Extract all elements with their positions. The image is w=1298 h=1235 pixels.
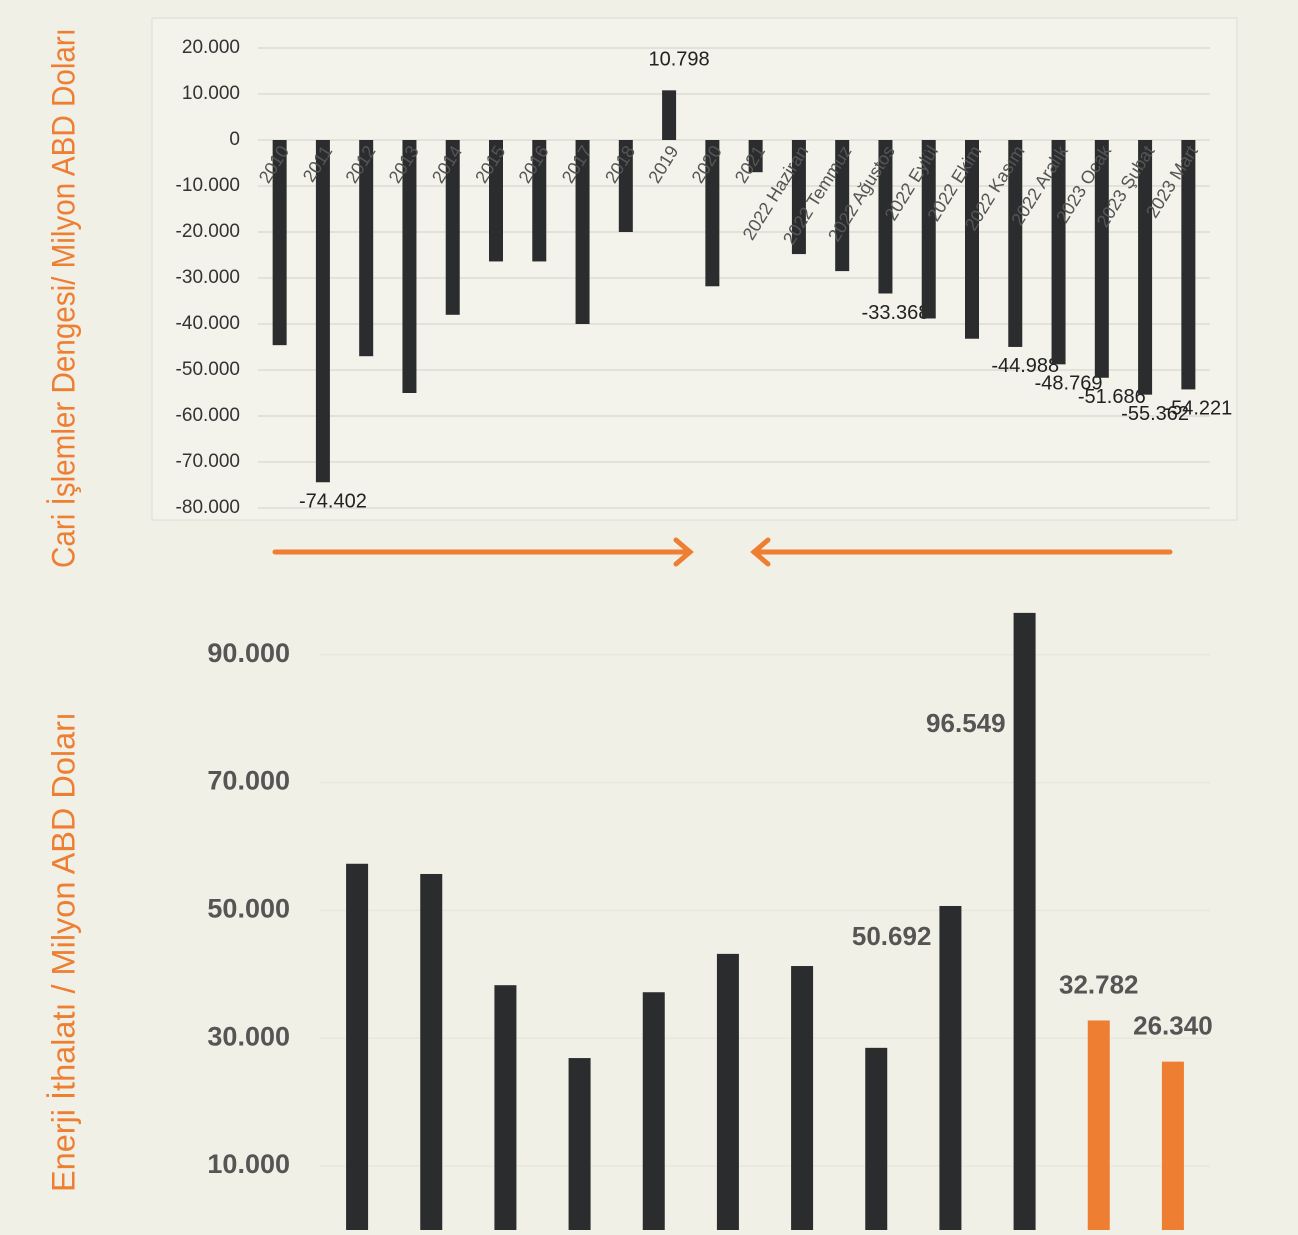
data-label: -74.402 [299, 491, 367, 513]
y-tick-label: 10.000 [182, 83, 240, 104]
arrow-right [272, 537, 694, 567]
bar [1013, 612, 1036, 1230]
y-tick-label: -80.000 [176, 497, 240, 518]
bar [748, 140, 763, 173]
bar [705, 140, 720, 287]
bar [921, 140, 936, 319]
data-label: -55.362 [1121, 403, 1189, 425]
bar [489, 140, 503, 262]
data-label: 26.340 [1133, 1011, 1213, 1041]
bar [420, 873, 443, 1230]
bar [835, 140, 850, 272]
data-label: 96.549 [926, 708, 1006, 738]
y-tick-label: 70.000 [207, 766, 290, 796]
y-tick-label: 20.000 [182, 37, 240, 58]
bar [445, 140, 460, 315]
bar [1051, 140, 1066, 365]
y-tick-label: 10.000 [207, 1149, 290, 1179]
bar [1161, 1061, 1184, 1230]
bar [346, 863, 369, 1230]
bar [1087, 1020, 1110, 1230]
data-label: 50.692 [852, 921, 932, 951]
y-tick-label: 90.000 [207, 638, 290, 668]
y-tick-label: -30.000 [176, 267, 240, 288]
arrow-left [750, 537, 1173, 567]
bar [939, 905, 962, 1230]
bar [568, 1058, 591, 1230]
y-tick-label: -40.000 [176, 313, 240, 334]
bar [965, 140, 979, 339]
y-axis-title: Enerji İthalatı / Milyon ABD Doları [45, 712, 81, 1192]
y-tick-label: -70.000 [176, 451, 240, 472]
y-tick-label: 50.000 [207, 894, 290, 924]
bar [642, 992, 665, 1230]
bar [618, 140, 633, 232]
bar [272, 140, 287, 346]
bar [315, 140, 330, 483]
data-label: -44.988 [991, 355, 1059, 377]
bar [1008, 140, 1023, 347]
bar [1094, 140, 1109, 378]
bar [402, 140, 417, 393]
bar [878, 140, 893, 294]
data-label: 10.798 [649, 49, 710, 71]
bar [791, 966, 814, 1230]
y-tick-label: -60.000 [176, 405, 240, 426]
bar [716, 953, 739, 1230]
data-label: -54.221 [1164, 398, 1232, 420]
bar [532, 140, 547, 262]
y-axis-title: Cari İşlemler Dengesi/ Milyon ABD Doları [45, 28, 81, 568]
y-tick-label: 30.000 [207, 1021, 290, 1051]
bar [359, 140, 374, 357]
data-label: -33.368 [862, 302, 930, 324]
y-tick-label: -10.000 [176, 175, 240, 196]
y-tick-label: -50.000 [176, 359, 240, 380]
data-label: -51.686 [1078, 386, 1146, 408]
bar [494, 985, 517, 1230]
bar [1181, 140, 1196, 390]
data-label: 32.782 [1059, 969, 1139, 999]
bar [1138, 140, 1153, 395]
y-tick-label: 0 [229, 129, 240, 150]
bar [865, 1047, 888, 1230]
y-tick-label: -20.000 [176, 221, 240, 242]
bar [791, 140, 806, 255]
bar [575, 140, 590, 324]
data-label: -48.769 [1035, 373, 1103, 395]
bar [662, 90, 677, 140]
